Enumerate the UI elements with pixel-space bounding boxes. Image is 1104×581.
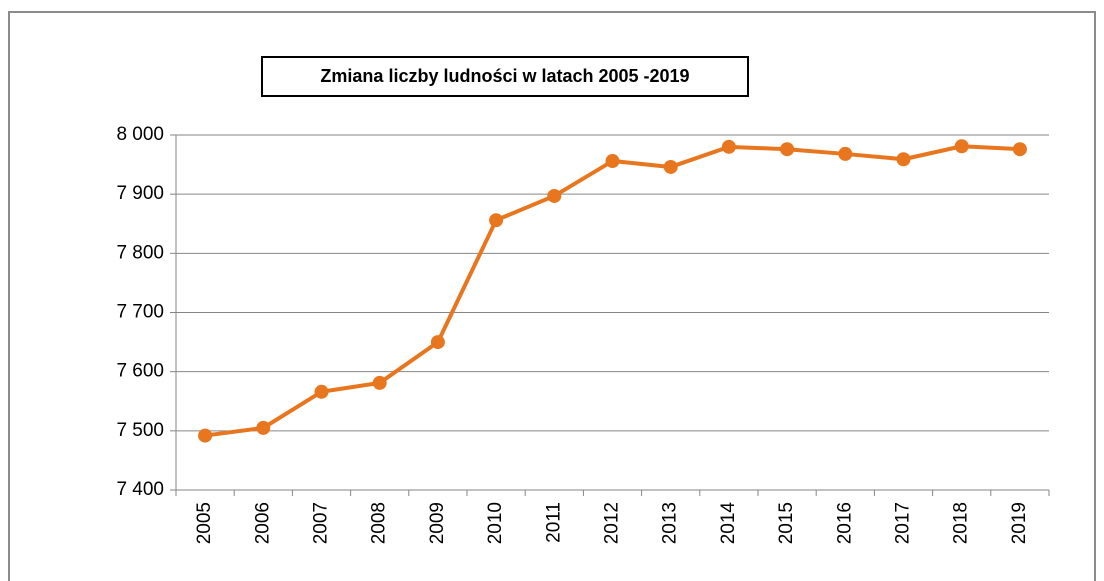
x-tick-label: 2007 [311,502,332,544]
point [256,420,271,435]
y-tick-label: 7 400 [116,479,164,500]
y-tick-label: 7 800 [116,242,164,263]
x-tick-label: 2006 [252,502,273,544]
point [605,154,620,169]
x-tick-label: 2012 [602,502,623,544]
point [314,384,329,399]
x-tick-label: 2009 [427,502,448,544]
x-tick-label: 2011 [543,502,564,543]
x-tick-label: 2010 [485,502,506,544]
point [430,335,445,350]
x-tick-label: 2013 [660,502,681,544]
x-tick-label: 2008 [369,502,390,544]
y-tick-label: 7 500 [116,420,164,441]
point [780,142,795,157]
x-tick-label: 2016 [834,502,855,544]
point [198,428,213,443]
point [954,139,969,154]
y-tick-label: 7 900 [116,183,164,204]
point [896,152,911,167]
x-tick-label: 2018 [951,502,972,544]
point [489,213,504,228]
x-tick-label: 2005 [194,502,215,544]
point [663,159,678,174]
chart-border [8,11,1096,581]
y-tick-label: 8 000 [116,124,164,145]
x-tick-label: 2015 [776,502,797,544]
point [721,139,736,154]
y-tick-label: 7 700 [116,302,164,323]
x-tick-label: 2019 [1009,502,1030,544]
point [372,375,387,390]
point [838,146,853,161]
x-tick-label: 2014 [718,502,739,545]
x-tick-label: 2017 [893,502,914,544]
point [1012,142,1027,157]
title-box [261,56,749,97]
chart-title: Zmiana liczby ludności w latach 2005 -20… [320,66,689,86]
y-tick-label: 7 600 [116,361,164,382]
point [547,188,562,203]
